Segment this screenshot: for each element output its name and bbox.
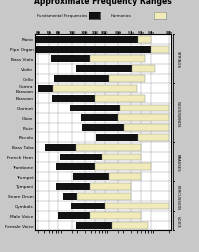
Bar [76, 222, 112, 229]
Text: kHz: kHz [115, 27, 122, 35]
Text: 80: 80 [56, 31, 61, 35]
Bar [56, 183, 90, 190]
Bar [138, 134, 169, 141]
Text: 800: 800 [101, 31, 108, 35]
Text: kHz: kHz [138, 27, 145, 35]
Bar [52, 95, 95, 102]
Bar [45, 144, 76, 151]
Bar [81, 115, 118, 122]
Text: 8: 8 [150, 31, 152, 35]
Text: PERCUSSION: PERCUSSION [176, 184, 179, 209]
Text: BRASSES: BRASSES [176, 153, 179, 171]
Text: Fundamental Frequencies: Fundamental Frequencies [37, 14, 87, 18]
Text: STRINGS: STRINGS [176, 51, 179, 68]
Bar [120, 105, 169, 112]
Bar [109, 76, 145, 83]
Text: Hz: Hz [82, 27, 87, 35]
Bar [58, 212, 90, 219]
Bar [104, 203, 169, 210]
Bar [82, 125, 124, 132]
Bar [90, 56, 145, 63]
Bar [38, 86, 53, 92]
Text: VOICE: VOICE [176, 215, 179, 227]
Text: kHz: kHz [166, 27, 173, 35]
Bar [102, 154, 141, 161]
Bar [76, 66, 132, 73]
Bar [109, 173, 141, 180]
Text: Hz: Hz [56, 27, 61, 35]
Bar [76, 144, 141, 151]
Bar [90, 212, 141, 219]
Bar [71, 203, 104, 210]
Text: Hz: Hz [102, 27, 107, 35]
Bar [63, 193, 77, 200]
Bar [90, 183, 131, 190]
Text: 500: 500 [91, 31, 99, 35]
Bar [60, 154, 102, 161]
Text: Hz: Hz [93, 27, 98, 35]
Bar [56, 164, 95, 171]
Bar [53, 86, 137, 92]
Bar [51, 56, 90, 63]
Bar [138, 37, 151, 44]
Text: Hz: Hz [70, 27, 75, 35]
Bar [132, 66, 155, 73]
Bar [96, 134, 138, 141]
Text: kHz: kHz [147, 27, 154, 35]
Bar [95, 164, 151, 171]
Bar [54, 76, 109, 83]
Text: Hz: Hz [36, 27, 41, 35]
Bar [112, 222, 148, 229]
Bar [26, 47, 151, 53]
Bar [118, 115, 169, 122]
Bar [73, 173, 109, 180]
Text: 50: 50 [46, 31, 51, 35]
Text: 30: 30 [36, 31, 41, 35]
Text: 160: 160 [68, 31, 76, 35]
Bar [36, 37, 138, 44]
Bar [95, 95, 145, 102]
Text: Hz: Hz [46, 27, 51, 35]
Text: 300: 300 [81, 31, 89, 35]
Text: Approximate Frequency Ranges: Approximate Frequency Ranges [34, 0, 172, 6]
Text: 3: 3 [130, 31, 132, 35]
Bar [70, 105, 120, 112]
Text: Harmonics: Harmonics [110, 14, 131, 18]
Text: 1.6: 1.6 [115, 31, 122, 35]
Text: WOODWINDS: WOODWINDS [176, 100, 179, 127]
Bar [77, 193, 131, 200]
Text: kHz: kHz [128, 27, 135, 35]
Bar [124, 125, 169, 132]
Text: 20: 20 [167, 31, 172, 35]
Text: 5: 5 [140, 31, 142, 35]
Bar [151, 47, 169, 53]
